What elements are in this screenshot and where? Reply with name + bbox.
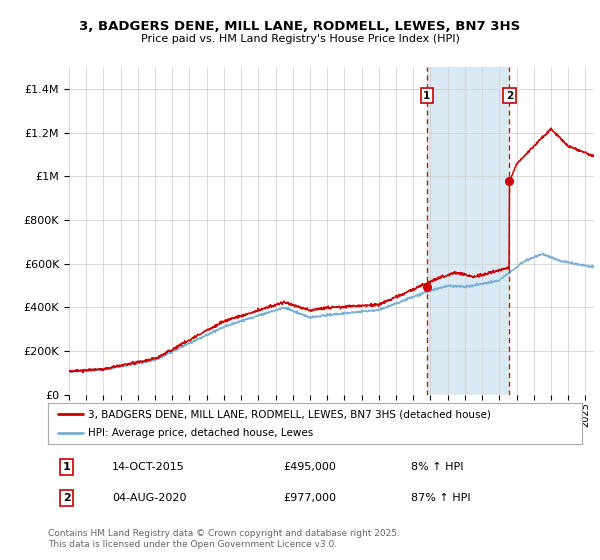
Text: 14-OCT-2015: 14-OCT-2015: [112, 462, 185, 472]
Text: 3, BADGERS DENE, MILL LANE, RODMELL, LEWES, BN7 3HS: 3, BADGERS DENE, MILL LANE, RODMELL, LEW…: [79, 20, 521, 33]
Bar: [427, 67, 509, 395]
Text: 2: 2: [63, 493, 71, 503]
Text: Contains HM Land Registry data © Crown copyright and database right 2025.
This d: Contains HM Land Registry data © Crown c…: [48, 529, 400, 549]
Text: 04-AUG-2020: 04-AUG-2020: [112, 493, 187, 503]
Text: £977,000: £977,000: [283, 493, 336, 503]
Text: 2: 2: [506, 91, 513, 101]
Text: 1: 1: [423, 91, 430, 101]
Text: 87% ↑ HPI: 87% ↑ HPI: [411, 493, 471, 503]
Text: HPI: Average price, detached house, Lewes: HPI: Average price, detached house, Lewe…: [88, 428, 313, 438]
Text: 8% ↑ HPI: 8% ↑ HPI: [411, 462, 464, 472]
Text: 3, BADGERS DENE, MILL LANE, RODMELL, LEWES, BN7 3HS (detached house): 3, BADGERS DENE, MILL LANE, RODMELL, LEW…: [88, 409, 491, 419]
Text: Price paid vs. HM Land Registry's House Price Index (HPI): Price paid vs. HM Land Registry's House …: [140, 34, 460, 44]
Text: 1: 1: [63, 462, 71, 472]
Text: £495,000: £495,000: [283, 462, 336, 472]
